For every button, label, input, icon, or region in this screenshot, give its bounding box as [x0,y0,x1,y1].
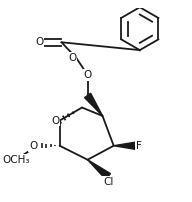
Text: O: O [35,37,43,47]
Text: O: O [84,70,92,80]
Text: OCH₃: OCH₃ [2,155,30,165]
Text: Cl: Cl [103,177,113,186]
Text: O: O [51,116,60,126]
Polygon shape [85,93,103,116]
Text: F: F [136,141,142,151]
Polygon shape [114,142,136,149]
Polygon shape [88,160,110,179]
Text: O: O [29,141,37,151]
Text: O: O [68,53,76,63]
